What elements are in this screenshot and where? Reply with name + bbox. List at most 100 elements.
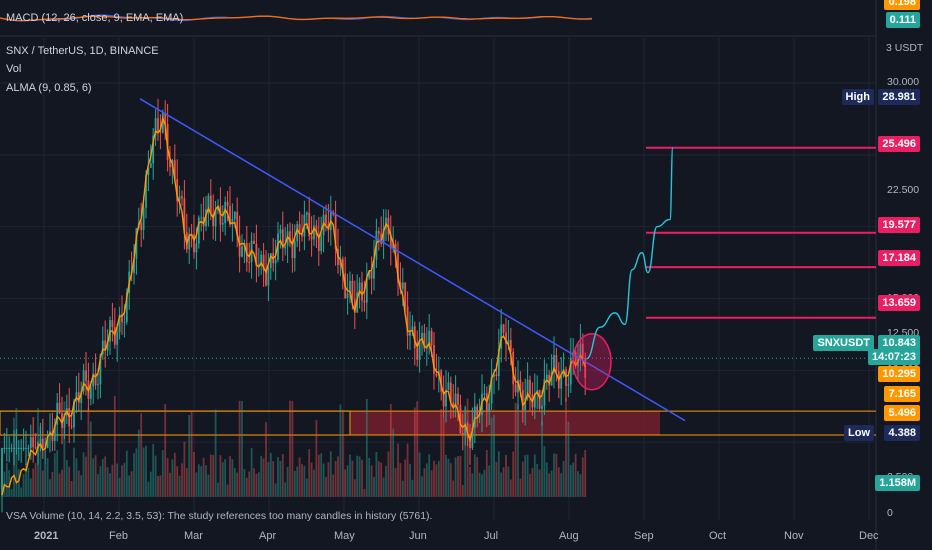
volume-bar xyxy=(505,455,507,497)
volume-bar xyxy=(75,458,78,497)
candle-body xyxy=(17,447,20,449)
volume-bar xyxy=(572,462,575,497)
volume-bar xyxy=(250,448,253,497)
volume-bar xyxy=(27,468,30,497)
volume-bar xyxy=(257,472,260,497)
volume-bar xyxy=(562,461,565,497)
volume-bar xyxy=(401,480,404,497)
time-axis-label: May xyxy=(334,530,355,542)
vol-legend: Vol xyxy=(6,63,22,75)
volume-bar xyxy=(416,401,419,497)
candle-body xyxy=(394,243,397,254)
time-axis-label: Aug xyxy=(559,530,579,542)
candle-body xyxy=(406,306,409,336)
volume-bar xyxy=(145,445,147,497)
volume-bar xyxy=(133,453,135,497)
volume-bar xyxy=(440,408,443,497)
candle-body xyxy=(505,332,507,345)
candle-body xyxy=(173,160,176,180)
volume-bar xyxy=(166,458,169,497)
volume-bar xyxy=(173,452,176,497)
volume-bar xyxy=(433,460,435,497)
volume-bar xyxy=(435,464,438,497)
candle-body xyxy=(310,236,313,240)
candle-body xyxy=(10,447,13,449)
volume-bar xyxy=(171,459,174,497)
candle-body xyxy=(209,195,212,214)
volume-bar xyxy=(538,469,541,497)
volume-bar xyxy=(99,466,102,497)
volume-bar xyxy=(193,452,195,497)
volume-bar xyxy=(478,472,481,497)
volume-bar xyxy=(485,449,488,497)
volume-bar xyxy=(380,462,383,497)
volume-bar xyxy=(89,421,92,497)
candle-body xyxy=(75,392,78,401)
candle-body xyxy=(581,343,584,359)
volume-bar xyxy=(29,478,32,497)
volume-bar xyxy=(44,464,47,497)
volume-bar xyxy=(63,401,66,497)
candle-body xyxy=(289,231,291,244)
volume-bar xyxy=(437,461,440,497)
volume-bar xyxy=(548,473,551,497)
volume-bar xyxy=(320,453,323,497)
candle-body xyxy=(27,447,30,449)
volume-bar xyxy=(529,473,531,497)
volume-bar xyxy=(394,468,397,497)
volume-bar xyxy=(301,464,303,497)
macd-value-tag: 0.111 xyxy=(885,12,920,28)
volume-bar xyxy=(116,463,119,497)
candle-body xyxy=(435,373,438,376)
price-axis-label: 22.500 xyxy=(887,183,920,196)
price-tag-value: 10.295 xyxy=(878,366,920,382)
volume-bar xyxy=(214,409,217,497)
candle-body xyxy=(73,400,75,428)
volume-bar xyxy=(461,485,464,497)
volume-bar xyxy=(188,414,191,497)
volume-bar xyxy=(272,461,275,497)
price-axis-unit: 3 USDT xyxy=(886,42,924,54)
symbol-title[interactable]: SNX / TetherUS, 1D, BINANCE xyxy=(6,45,159,57)
candle-body xyxy=(181,196,183,199)
candle-body xyxy=(61,413,63,428)
volume-bar xyxy=(293,470,296,497)
volume-bar xyxy=(243,469,246,497)
volume-bar xyxy=(277,457,279,497)
candle-body xyxy=(214,210,217,227)
volume-bar xyxy=(279,460,282,497)
candle-body xyxy=(356,292,359,313)
volume-bar xyxy=(209,454,212,497)
volume-bar xyxy=(406,443,409,497)
candle-body xyxy=(447,382,450,391)
volume-bar xyxy=(519,478,522,497)
candle-body xyxy=(29,437,32,448)
price-tag-value: 10.843 xyxy=(878,335,920,351)
volume-bar xyxy=(25,463,27,497)
volume-bar xyxy=(226,484,229,497)
candle-body xyxy=(358,282,361,293)
candle-body xyxy=(231,219,234,225)
candle-body xyxy=(562,369,565,377)
candle-body xyxy=(584,358,587,378)
candle-body xyxy=(123,321,126,323)
candle-body xyxy=(32,437,35,448)
volume-bar xyxy=(58,473,61,497)
candle-body xyxy=(449,382,452,403)
price-tag-value: 14:07:23 xyxy=(867,349,920,365)
volume-bar xyxy=(569,464,572,497)
price-tag-value: 25.496 xyxy=(878,136,920,152)
candle-body xyxy=(509,340,512,352)
volume-bar xyxy=(82,452,85,497)
volume-bar xyxy=(202,457,205,497)
volume-bar xyxy=(327,462,330,497)
volume-bar xyxy=(149,471,152,497)
time-axis-label: Feb xyxy=(109,530,128,542)
candle-body xyxy=(8,447,11,449)
volume-bar xyxy=(404,459,407,497)
candle-body xyxy=(236,211,239,236)
candle-body xyxy=(457,393,459,405)
candle-body xyxy=(416,348,419,360)
volume-bar xyxy=(169,472,171,497)
